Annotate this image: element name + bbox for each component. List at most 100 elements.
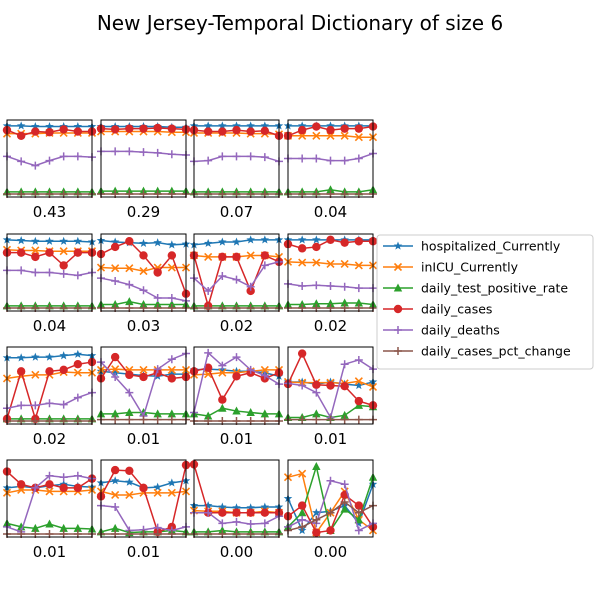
subplot-frame: [287, 346, 374, 425]
series-daily_deaths: [3, 388, 96, 413]
data-point: [45, 399, 54, 408]
series-line: [100, 352, 187, 418]
data-point: [354, 133, 363, 142]
legend-entry: daily_cases: [383, 302, 492, 317]
data-point: [246, 286, 255, 296]
data-point: [125, 415, 134, 424]
data-point: [153, 409, 162, 418]
data-point: [31, 161, 40, 170]
subplot-weight-label: 0.04: [314, 203, 347, 221]
series-line: [193, 351, 280, 413]
data-point: [59, 351, 68, 360]
data-point: [354, 284, 363, 293]
data-point: [167, 240, 177, 249]
data-point: [31, 370, 40, 379]
data-point: [246, 407, 255, 416]
data-point: [312, 299, 321, 308]
series-hospitalized_Currently: [2, 349, 97, 362]
data-point: [153, 148, 162, 157]
data-point: [354, 381, 364, 390]
data-point: [110, 523, 120, 532]
data-point: [260, 371, 269, 380]
data-point: [31, 246, 40, 255]
subplot-weight-label: 0.01: [127, 543, 160, 561]
legend-label: hospitalized_Currently: [421, 239, 561, 254]
data-point: [312, 462, 321, 471]
data-point: [246, 503, 255, 512]
data-point: [73, 271, 82, 280]
data-point: [354, 154, 363, 163]
data-point: [354, 526, 363, 535]
subplot-16: 0.00: [283, 459, 378, 561]
data-point: [340, 410, 349, 419]
data-point: [110, 352, 120, 362]
data-point: [45, 471, 54, 480]
subplot-frame: [287, 119, 374, 198]
data-point: [354, 415, 363, 424]
data-point: [260, 235, 270, 244]
data-point: [125, 407, 134, 416]
data-point: [125, 477, 134, 486]
data-point: [167, 355, 176, 364]
data-point: [59, 236, 68, 245]
data-point: [298, 515, 307, 524]
series-daily_cases: [2, 125, 97, 140]
data-point: [45, 236, 54, 245]
series-daily_cases: [96, 123, 191, 134]
data-point: [139, 148, 148, 157]
data-point: [246, 520, 255, 529]
data-point: [16, 480, 26, 489]
data-point: [354, 298, 364, 307]
data-point: [354, 377, 363, 386]
data-point: [218, 508, 227, 517]
data-point: [297, 121, 307, 130]
subplot-15: 0.00: [189, 459, 284, 561]
data-point: [73, 349, 83, 358]
subplot-weight-label: 0.00: [314, 543, 347, 561]
legend-marker: [394, 326, 402, 334]
data-point: [59, 247, 68, 256]
data-point: [326, 185, 335, 194]
subplot-weight-label: 0.00: [220, 543, 253, 561]
data-point: [340, 382, 349, 391]
data-point: [125, 370, 134, 380]
data-point: [17, 157, 26, 166]
series-daily_cases: [96, 460, 191, 537]
data-point: [45, 519, 54, 528]
data-point: [45, 122, 54, 131]
data-point: [298, 281, 307, 290]
data-point: [297, 244, 307, 253]
data-point: [260, 153, 269, 162]
data-point: [167, 299, 177, 308]
data-point: [167, 409, 177, 418]
panel-grid: 0.43 0.29 0.07 0.04 0.04 0.03 0.02 0.02 0.02 0.01…: [2, 119, 378, 561]
data-point: [312, 242, 321, 252]
data-point: [167, 150, 176, 159]
subplot-weight-label: 0.01: [220, 430, 253, 448]
series-daily_deaths: [190, 257, 283, 295]
data-point: [59, 365, 68, 375]
data-point: [139, 415, 148, 424]
data-point: [340, 298, 349, 307]
subplot-4: 0.04: [283, 119, 378, 221]
data-point: [326, 235, 335, 245]
data-point: [153, 268, 162, 277]
data-point: [125, 147, 134, 156]
subplot-frame: [287, 233, 374, 312]
data-point: [326, 156, 335, 165]
legend-entry: daily_test_positive_rate: [383, 281, 568, 296]
data-point: [204, 286, 213, 295]
data-point: [45, 487, 54, 496]
legend-entry: daily_deaths: [383, 323, 500, 338]
subplot-9: 0.02: [2, 346, 97, 448]
legend-label: daily_deaths: [421, 323, 500, 338]
data-point: [167, 263, 176, 272]
data-point: [111, 264, 120, 273]
data-point: [167, 488, 176, 497]
data-point: [73, 523, 83, 532]
data-point: [125, 490, 134, 500]
data-point: [232, 517, 241, 526]
data-point: [312, 409, 321, 418]
data-point: [232, 353, 241, 362]
data-point: [153, 365, 162, 374]
